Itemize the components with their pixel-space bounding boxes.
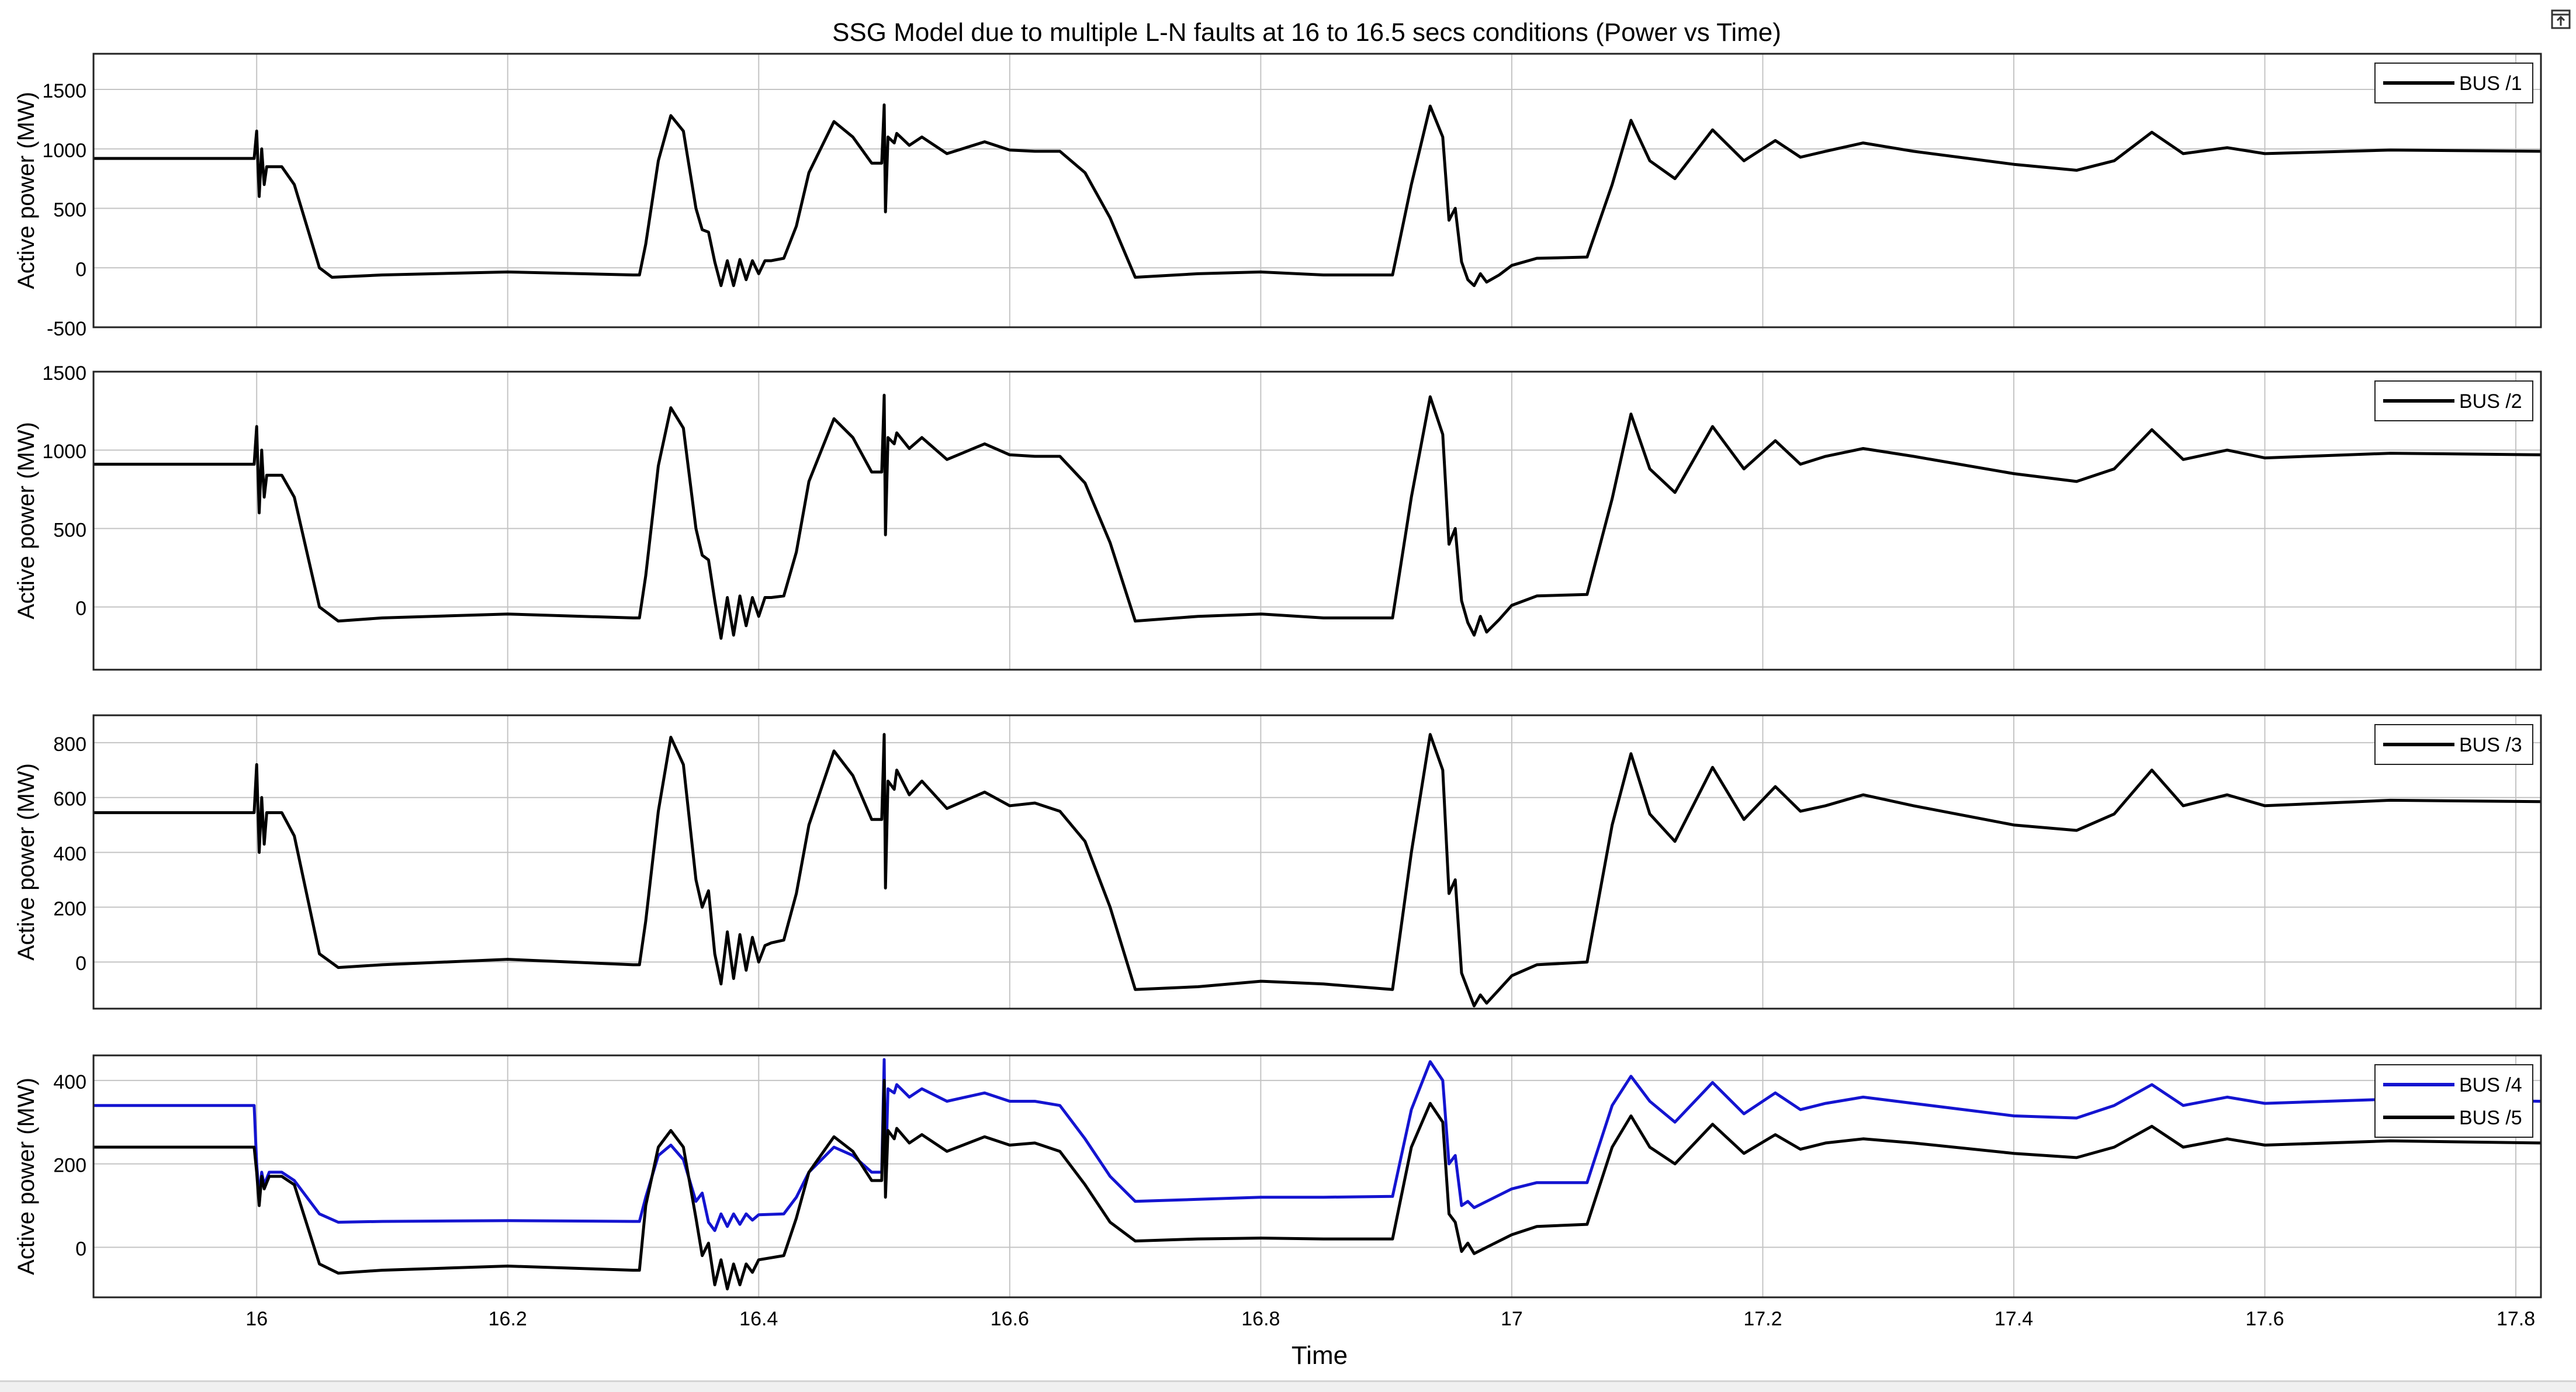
y-tick-label: 200 bbox=[53, 1155, 86, 1177]
x-tick-label: 17 bbox=[1501, 1308, 1523, 1330]
chart-panel-4: 0 200 400 16 16.2 16.4 16.6 16.8 17 17.2 17.4 17.6 1… bbox=[13, 1054, 2542, 1330]
y-tick-label: 400 bbox=[53, 1071, 86, 1093]
x-tick-label: 16.4 bbox=[739, 1308, 778, 1330]
y-tick-label: 500 bbox=[53, 519, 86, 541]
x-tick-label: 16.8 bbox=[1241, 1308, 1280, 1330]
plot-area bbox=[94, 54, 2541, 327]
y-tick-label: 1000 bbox=[42, 441, 86, 463]
y-axis-label: Active power (MW) bbox=[13, 92, 39, 289]
x-axis-label: Time bbox=[1292, 1341, 1348, 1370]
y-tick-label: 200 bbox=[53, 898, 86, 920]
series-line-1 bbox=[94, 103, 2542, 288]
y-tick-label: 1000 bbox=[42, 140, 86, 162]
series-line-2 bbox=[94, 1079, 2542, 1291]
axes-frame bbox=[92, 1054, 2542, 1298]
series-line-1 bbox=[94, 733, 2542, 1007]
y-axis-label: Active power (MW) bbox=[13, 422, 39, 619]
plot-area bbox=[94, 1055, 2541, 1297]
legend: BUS /3 bbox=[2374, 724, 2533, 765]
y-tick-label: 1500 bbox=[42, 362, 86, 385]
y-tick-label: 400 bbox=[53, 843, 86, 865]
y-tick-label: 500 bbox=[53, 199, 86, 221]
x-tick-label: 17.8 bbox=[2497, 1308, 2535, 1330]
legend-label: BUS /4 bbox=[2459, 1074, 2522, 1096]
chart-panel-2: 0 500 1000 1500 Active power (MW) BUS /2 bbox=[13, 362, 2542, 671]
y-axis-label: Active power (MW) bbox=[13, 763, 39, 961]
chart-panel-3: 0 200 400 600 800 Active power (MW) BUS /3 bbox=[13, 714, 2542, 1010]
axes-frame bbox=[92, 53, 2542, 328]
x-tick-label: 16 bbox=[245, 1308, 268, 1330]
legend-box bbox=[2374, 1064, 2533, 1138]
y-tick-label: 0 bbox=[75, 258, 86, 281]
y-tick-label: 0 bbox=[75, 1238, 86, 1260]
legend: BUS /1 bbox=[2374, 63, 2533, 103]
y-tick-label: 0 bbox=[75, 598, 86, 620]
axes-frame bbox=[92, 714, 2542, 1010]
x-tick-label: 16.2 bbox=[489, 1308, 527, 1330]
series-line-1 bbox=[94, 1058, 2542, 1232]
y-tick-label: 1500 bbox=[42, 80, 86, 102]
undock-icon[interactable] bbox=[2551, 9, 2571, 29]
axes-frame bbox=[92, 370, 2542, 671]
legend-label: BUS /2 bbox=[2459, 390, 2522, 413]
bottom-status-bar bbox=[0, 1380, 2576, 1392]
legend: BUS /4 BUS /5 bbox=[2374, 1064, 2533, 1138]
x-tick-label: 16.6 bbox=[991, 1308, 1029, 1330]
legend-label: BUS /5 bbox=[2459, 1107, 2522, 1129]
y-tick-label: 0 bbox=[75, 953, 86, 975]
plot-area bbox=[94, 372, 2541, 670]
figure-title: SSG Model due to multiple L-N faults at … bbox=[832, 18, 1781, 47]
y-tick-label: -500 bbox=[47, 318, 86, 340]
series-line-1 bbox=[94, 393, 2542, 640]
y-tick-label: 600 bbox=[53, 788, 86, 811]
y-tick-label: 800 bbox=[53, 733, 86, 756]
x-tick-label: 17.6 bbox=[2245, 1308, 2284, 1330]
y-axis-label: Active power (MW) bbox=[13, 1078, 39, 1275]
plot-area bbox=[94, 715, 2541, 1009]
legend-label: BUS /1 bbox=[2459, 72, 2522, 95]
legend-label: BUS /3 bbox=[2459, 734, 2522, 756]
legend: BUS /2 bbox=[2374, 380, 2533, 421]
x-tick-label: 17.2 bbox=[1743, 1308, 1782, 1330]
x-tick-label: 17.4 bbox=[1995, 1308, 2033, 1330]
